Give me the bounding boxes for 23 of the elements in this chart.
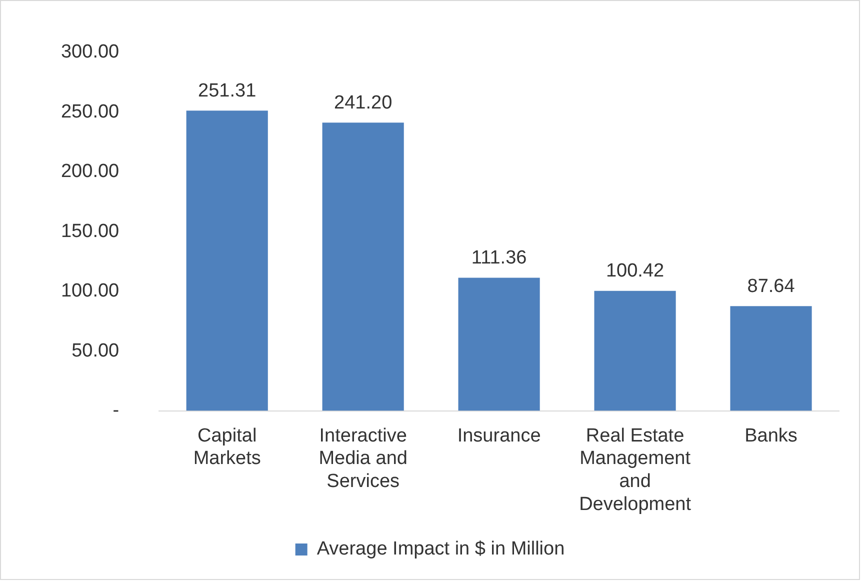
y-tick-label: 100.00	[60, 280, 120, 302]
bar	[322, 122, 404, 411]
legend-label: Average Impact in $ in Million	[316, 538, 565, 560]
x-tick-label: Interactive Media and Services	[318, 425, 408, 492]
y-tick-label: 250.00	[60, 101, 120, 122]
x-tick-label: Banks	[744, 425, 798, 446]
y-tick-label: 50.00	[72, 340, 120, 362]
text: 100.42	[606, 260, 664, 282]
text: 241.20	[334, 92, 392, 114]
y-tick-label: 200.00	[60, 161, 120, 182]
bar	[594, 290, 676, 411]
x-tick-label: Capital Markets	[193, 425, 261, 470]
x-tick-label: Insurance	[457, 425, 541, 446]
y-tick-label: 300.00	[60, 42, 120, 63]
x-tick-label: Real Estate Management and Development	[579, 425, 692, 515]
text: 87.64	[747, 276, 795, 297]
text: 251.31	[198, 80, 256, 102]
text: 111.36	[471, 247, 527, 268]
bar	[730, 306, 812, 411]
bar	[458, 278, 540, 411]
y-tick-label: 150.00	[60, 220, 120, 242]
bar	[186, 110, 268, 411]
y-tick-label: -	[112, 400, 120, 422]
